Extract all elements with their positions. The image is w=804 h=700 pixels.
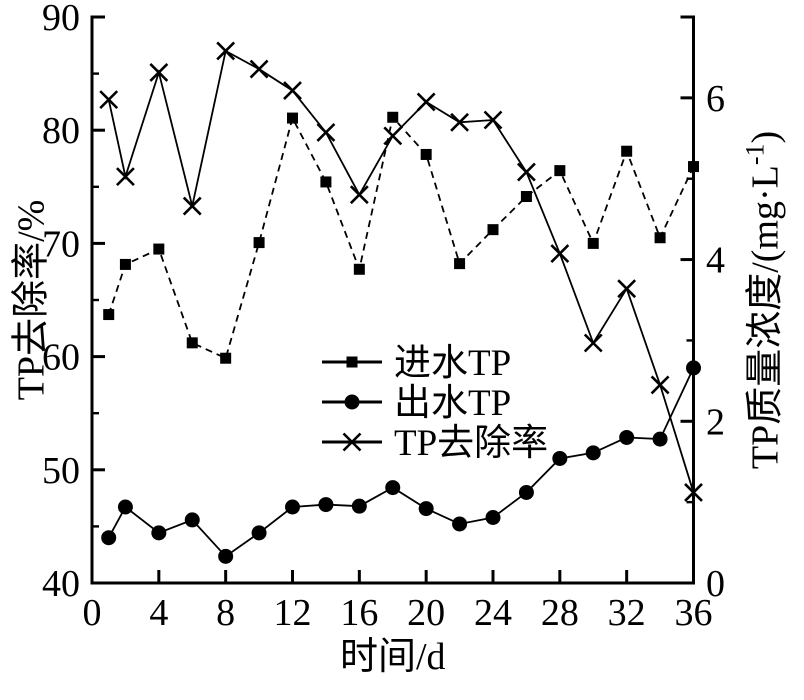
square-marker xyxy=(520,191,532,203)
circle-marker xyxy=(251,525,267,541)
circle-marker xyxy=(552,450,568,466)
x-marker xyxy=(149,63,169,82)
circle-marker xyxy=(101,530,117,546)
square-marker xyxy=(153,243,165,255)
square-marker xyxy=(287,112,298,124)
tick-label: 8 xyxy=(216,592,235,634)
tick-label: 32 xyxy=(608,592,646,634)
square-marker xyxy=(103,309,115,321)
x-marker xyxy=(316,123,336,142)
legend-label: 出水TP xyxy=(394,383,511,424)
circle-marker xyxy=(351,498,367,514)
x-marker xyxy=(684,483,703,502)
x-marker xyxy=(99,90,119,110)
square-marker xyxy=(346,356,358,368)
tick-label: 28 xyxy=(541,592,579,634)
square-marker xyxy=(454,258,466,270)
tick-label: 50 xyxy=(42,450,80,492)
square-marker xyxy=(554,165,566,177)
tick-label: 6 xyxy=(706,78,725,120)
series-tp-removal-rate xyxy=(99,41,703,502)
tick-label: 12 xyxy=(274,592,312,634)
tick-label: 90 xyxy=(42,0,80,39)
circle-marker xyxy=(452,516,468,532)
legend-entry-tp-removal-rate: TP去除率 xyxy=(322,422,548,464)
tick-label: 80 xyxy=(42,110,80,152)
square-marker xyxy=(387,111,399,123)
circle-marker xyxy=(218,548,234,564)
circle-marker xyxy=(619,429,635,445)
circle-marker xyxy=(117,499,133,515)
right-axis: 0 2 4 6 TP质量浓度/(mg·L-1) xyxy=(680,15,786,605)
tick-label: 40 xyxy=(42,563,80,605)
circle-marker xyxy=(344,394,360,410)
tick-label: 16 xyxy=(340,592,378,634)
tick-label: 60 xyxy=(42,337,80,379)
x-marker xyxy=(115,167,135,187)
tick-label: 0 xyxy=(706,563,725,605)
square-marker xyxy=(654,232,666,244)
x-axis: 0 4 8 12 16 20 24 28 32 36 时间/d xyxy=(83,570,713,678)
tick-label: 24 xyxy=(474,592,512,634)
square-marker xyxy=(420,148,432,160)
square-marker xyxy=(487,224,499,236)
x-marker xyxy=(450,112,470,132)
x-marker xyxy=(516,162,536,182)
x-marker xyxy=(617,279,637,299)
square-marker xyxy=(688,161,699,173)
x-marker xyxy=(342,432,362,452)
circle-marker xyxy=(151,525,167,541)
square-marker xyxy=(119,258,131,270)
circle-marker xyxy=(686,360,701,376)
circle-marker xyxy=(585,445,601,461)
tick-label: 20 xyxy=(407,592,445,634)
x-axis-title: 时间/d xyxy=(340,636,446,678)
circle-marker xyxy=(385,480,401,496)
x-marker xyxy=(383,126,403,146)
legend-entry-influent-tp: 进水TP xyxy=(322,343,511,384)
legend-label: TP去除率 xyxy=(394,422,548,464)
tick-label: 70 xyxy=(42,223,80,265)
square-marker xyxy=(320,176,332,188)
x-marker xyxy=(650,375,670,395)
square-marker xyxy=(186,337,198,349)
series-influent-tp xyxy=(103,111,699,364)
left-axis-title: TP去除率/% xyxy=(10,200,52,401)
tick-label: 36 xyxy=(675,592,713,634)
circle-marker xyxy=(418,501,434,517)
legend-label: 进水TP xyxy=(394,343,511,384)
series-effluent-tp xyxy=(101,360,701,564)
x-marker xyxy=(283,81,302,100)
right-axis-title: TP质量浓度/(mg·L-1) xyxy=(740,131,786,469)
circle-marker xyxy=(318,497,334,513)
circle-marker xyxy=(652,431,668,447)
tick-label: 2 xyxy=(706,401,725,443)
circle-marker xyxy=(518,484,534,500)
circle-marker xyxy=(485,510,501,526)
legend-entry-effluent-tp: 出水TP xyxy=(322,383,511,424)
square-marker xyxy=(220,352,232,364)
x-marker xyxy=(583,333,603,353)
circle-marker xyxy=(285,499,300,515)
square-marker xyxy=(353,263,365,275)
x-marker xyxy=(249,59,269,79)
x-marker xyxy=(416,92,436,112)
x-marker xyxy=(550,244,570,264)
x-marker xyxy=(216,41,236,61)
x-marker xyxy=(483,110,503,130)
square-marker xyxy=(587,237,599,249)
tick-label: 4 xyxy=(149,592,168,634)
x-marker xyxy=(182,196,202,216)
tick-label: 4 xyxy=(706,240,725,282)
square-marker xyxy=(621,145,633,157)
square-marker xyxy=(253,237,265,249)
tick-label: 0 xyxy=(83,592,102,634)
circle-marker xyxy=(184,512,200,528)
x-marker xyxy=(349,185,369,205)
left-axis: 40 50 60 70 80 90 TP去除率/% xyxy=(10,0,105,605)
